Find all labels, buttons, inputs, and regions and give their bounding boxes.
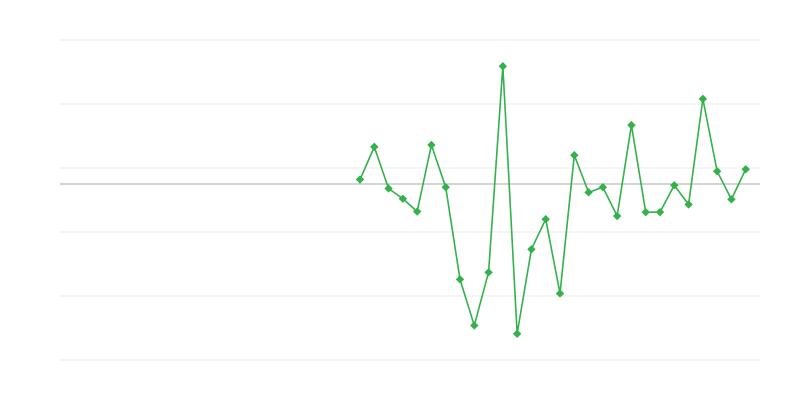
data-points [355, 62, 750, 338]
data-point[interactable] [370, 142, 379, 152]
data-point[interactable] [527, 245, 536, 254]
data-point[interactable] [355, 175, 365, 184]
data-point[interactable] [398, 194, 408, 203]
data-point[interactable] [455, 275, 465, 284]
data-point[interactable] [498, 62, 508, 71]
data-point[interactable] [541, 215, 550, 224]
data-point[interactable] [641, 207, 650, 217]
data-point[interactable] [427, 140, 436, 150]
series-polyline [359, 65, 747, 335]
series-line [359, 65, 747, 335]
data-point[interactable] [655, 207, 665, 217]
gridlines [60, 39, 760, 361]
data-point[interactable] [612, 211, 622, 221]
data-point[interactable] [670, 181, 679, 190]
data-point[interactable] [741, 165, 750, 174]
data-point[interactable] [727, 195, 736, 204]
data-point[interactable] [384, 184, 393, 193]
data-point[interactable] [512, 329, 522, 338]
data-point[interactable] [698, 94, 708, 104]
data-point[interactable] [598, 183, 608, 192]
data-point[interactable] [570, 151, 579, 160]
data-point[interactable] [555, 289, 565, 298]
data-point[interactable] [584, 188, 593, 197]
data-point[interactable] [484, 268, 493, 277]
data-point[interactable] [684, 200, 693, 209]
data-point[interactable] [412, 207, 422, 216]
data-point[interactable] [470, 321, 479, 330]
data-point[interactable] [712, 167, 722, 176]
data-point[interactable] [441, 183, 450, 192]
data-point[interactable] [627, 120, 636, 130]
